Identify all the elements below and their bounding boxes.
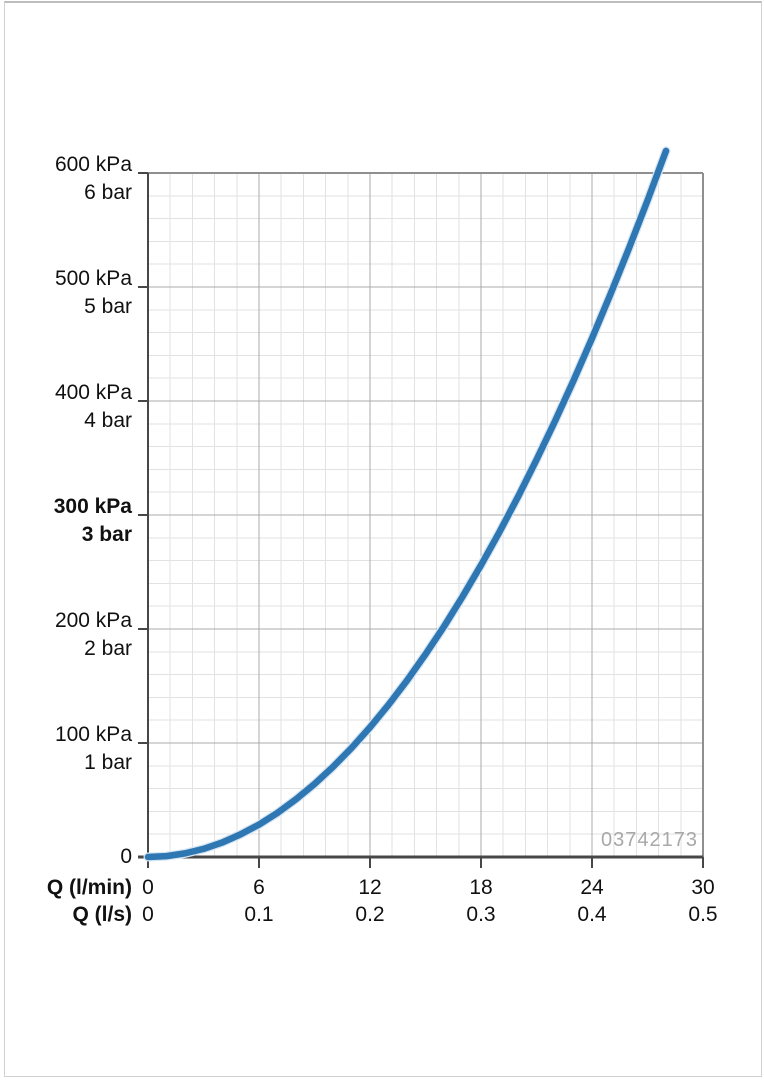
x-axis-tick-ls-0.3: 0.3 — [466, 903, 496, 926]
x-axis-tick-lmin-24: 24 — [580, 876, 604, 899]
y-axis-label-0: 0 — [120, 845, 132, 868]
x-axis-tick-lmin-18: 18 — [469, 876, 493, 899]
y-axis-label-400: 400 kPa 4 bar — [54, 381, 132, 432]
pressure-loss-curve — [143, 146, 671, 862]
x-axis-row-label-ls: Q (l/s) — [72, 903, 132, 926]
y-axis-label-500: 500 kPa 5 bar — [54, 267, 132, 318]
x-axis-row-label-lmin: Q (l/min) — [46, 876, 132, 899]
x-axis-tick-ls-0.1: 0.1 — [244, 903, 274, 926]
x-axis-tick-ls-0.2: 0.2 — [355, 903, 385, 926]
y-axis-label-600: 600 kPa 6 bar — [54, 153, 132, 204]
x-axis-tick-ls-0.5: 0.5 — [688, 903, 718, 926]
x-axis-tick-lmin-6: 6 — [253, 876, 265, 899]
curve-stroke — [143, 146, 671, 862]
y-axis-label-300: 300 kPa 3 bar — [53, 495, 132, 546]
x-axis-tick-lmin-0: 0 — [142, 876, 154, 899]
watermark-article-number: 03742173 — [601, 829, 698, 851]
x-axis-tick-ls-0: 0 — [142, 903, 154, 926]
y-axis-label-100: 100 kPa 1 bar — [54, 723, 132, 774]
x-axis-tick-ls-0.4: 0.4 — [577, 903, 607, 926]
axes — [138, 172, 704, 868]
plot-border-lines — [138, 172, 704, 857]
y-axis-label-200: 200 kPa 2 bar — [54, 609, 132, 660]
x-axis-tick-lmin-12: 12 — [358, 876, 382, 899]
x-axis-tick-lmin-30: 30 — [691, 876, 715, 899]
curve-stroke — [144, 147, 670, 861]
grid-major — [148, 173, 703, 857]
